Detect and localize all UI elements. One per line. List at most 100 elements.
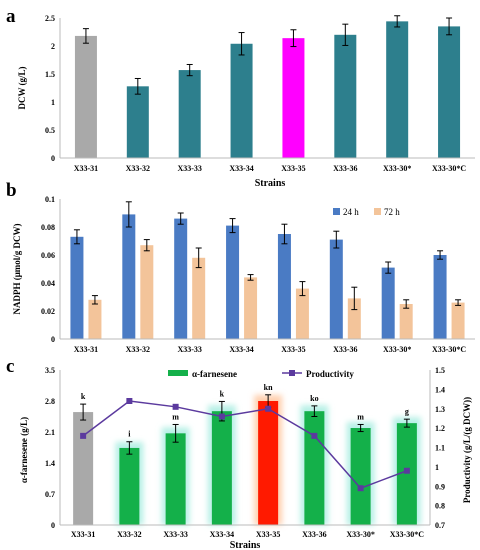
- panel-c-y-tick-0-7: 0.7: [45, 490, 55, 499]
- panel-b-bar-24-h-x33-30-c: [433, 255, 447, 339]
- panel-a-xlabel: Strains: [255, 178, 286, 189]
- panel-c-y-tick-2-1: 2.1: [45, 428, 55, 437]
- panel-c-letter-x33-31: k: [81, 392, 86, 401]
- legend-label-24h: 24 h: [343, 207, 359, 217]
- panel-c-bar-x33-30: [350, 428, 371, 525]
- panel-b-x-tick-x33-30: X33-30*: [383, 345, 411, 354]
- panel-c-x-tick-x33-33: X33-33: [163, 530, 187, 539]
- panel-b-bar-24-h-x33-36: [329, 239, 343, 339]
- panel-c-right-y-ticks: 0.7 0.8 0.9 1 1.1 1.2 1.3 1.4 1.5: [435, 366, 445, 530]
- panel-b-bar-24-h-x33-33: [174, 218, 188, 339]
- panel-a-label: a: [6, 6, 16, 27]
- panel-c-bar-x33-32: [119, 447, 140, 525]
- panel-b-y-tick-0-02: 0.02: [41, 307, 55, 316]
- panel-c-legend: α-farnesene Productivity: [168, 369, 354, 379]
- panel-c-letter-x33-34: k: [220, 389, 225, 398]
- panel-c-y-tick-3-5: 3.5: [45, 366, 55, 375]
- panel-a-bar-x33-30-c: [438, 26, 461, 159]
- panel-c-y-tick-2-8: 2.8: [45, 397, 55, 406]
- panel-c-bar-x33-30-c: [396, 423, 417, 525]
- panel-c-xlabel: Strains: [230, 540, 261, 550]
- panel-c-marker-x33-35: [265, 405, 272, 412]
- panel-b-x-tick-x33-32: X33-32: [126, 345, 150, 354]
- panel-c-marker-x33-33: [172, 403, 179, 410]
- panel-a-y-tick-2-5: 2.5: [45, 14, 55, 23]
- panel-b-bar-72-h-x33-30-c: [451, 302, 465, 339]
- panel-c-yr-tick-0-9: 0.9: [435, 482, 445, 491]
- panel-b-bar-24-h-x33-30: [381, 267, 395, 339]
- panel-c-label: c: [6, 356, 14, 377]
- panel-c-bar-x33-36: [304, 411, 325, 525]
- panel-b-y-tick-0-1: 0.1: [45, 195, 55, 204]
- panel-a-bar-x33-35: [282, 38, 305, 158]
- panel-a-x-tick-x33-32: X33-32: [126, 164, 150, 173]
- panel-a-y-tick-0-5: 0.5: [45, 126, 55, 135]
- panel-b-x-ticks: X33-31 X33-32 X33-33 X33-34 X33-35 X33-36 X33-…: [74, 345, 467, 354]
- panel-c-marker-x33-34: [218, 413, 225, 420]
- panel-c-y-tick-1-4: 1.4: [45, 459, 55, 468]
- panel-b-bar-72-h-x33-34: [244, 277, 258, 339]
- panel-a-x-tick-x33-34: X33-34: [229, 164, 253, 173]
- panel-c-marker-x33-32: [126, 398, 133, 404]
- panel-c-bar-x33-35: [258, 401, 279, 525]
- panel-b-bar-72-h-x33-36: [347, 298, 361, 339]
- panel-c-marker-x33-30: [357, 485, 364, 492]
- panel-c-error-bars: [80, 394, 410, 455]
- panel-c-bar-x33-34: [211, 411, 232, 525]
- panel-a-bar-x33-36: [334, 34, 357, 158]
- panel-c-yr-tick-1-2: 1.2: [435, 424, 445, 433]
- panel-c-significance-letters: k i m k kn ko m g: [81, 383, 409, 439]
- panel-a-x-tick-x33-35: X33-35: [281, 164, 305, 173]
- panel-a-x-tick-x33-30-c: X33-30*C: [432, 164, 466, 173]
- panel-b: b 00.020.040.060.080.1 X33-31 X33-32 X33-3…: [6, 180, 475, 354]
- panel-c-productivity-line: [80, 398, 410, 492]
- panel-a-x-tick-x33-36: X33-36: [333, 164, 357, 173]
- panel-b-y-tick-0-06: 0.06: [41, 251, 55, 260]
- panel-c-bar-x33-31: [73, 412, 94, 525]
- panel-b-x-tick-x33-31: X33-31: [74, 345, 98, 354]
- panel-b-y-ticks: 0 0.02 0.04 0.06 0.08 0.1: [41, 195, 55, 344]
- panel-c-yr-tick-1-4: 1.4: [435, 385, 445, 394]
- legend-marker-productivity: [289, 370, 295, 376]
- panel-c-yr-tick-0-8: 0.8: [435, 502, 445, 511]
- panel-b-bar-24-h-x33-32: [122, 214, 136, 339]
- panel-a-x-tick-x33-33: X33-33: [177, 164, 201, 173]
- panel-c-x-tick-x33-36: X33-36: [302, 530, 326, 539]
- panel-c-x-tick-x33-30: X33-30*: [346, 530, 374, 539]
- panel-a-bars: [74, 21, 461, 159]
- panel-c-letter-x33-35: kn: [264, 383, 273, 392]
- legend-swatch-72h: [374, 208, 381, 215]
- panel-b-bar-72-h-x33-32: [140, 245, 154, 339]
- panel-b-bar-72-h-x33-31: [88, 299, 102, 339]
- panel-c-bar-x33-33: [165, 433, 186, 525]
- panel-a-bar-x33-34: [230, 43, 253, 159]
- panel-b-bar-72-h-x33-33: [192, 257, 206, 339]
- panel-b-bar-24-h-x33-31: [70, 236, 84, 339]
- panel-b-label: b: [6, 180, 17, 201]
- panel-c-marker-x33-31: [80, 432, 87, 439]
- panel-b-y-tick-0-04: 0.04: [41, 279, 55, 288]
- panel-c-x-tick-x33-34: X33-34: [210, 530, 234, 539]
- panel-b-x-tick-x33-30-c: X33-30*C: [432, 345, 466, 354]
- panel-c-yr-tick-0-7: 0.7: [435, 521, 445, 530]
- panel-a-bar-x33-31: [74, 35, 97, 158]
- panel-c-yr-tick-1-1: 1.1: [435, 444, 445, 453]
- panel-b-x-tick-x33-34: X33-34: [229, 345, 253, 354]
- panel-a-bar-x33-30: [386, 21, 409, 158]
- panel-a-y-tick-0: 0: [51, 154, 55, 163]
- panel-c-letter-x33-36: ko: [310, 394, 318, 403]
- panel-a-y-tick-1: 1: [51, 98, 55, 107]
- panel-a: a 00.511.522.5 X33-31 X33-32 X33-33 X33-34 X…: [6, 6, 475, 189]
- panel-c-x-tick-x33-32: X33-32: [117, 530, 141, 539]
- panel-c-yr-tick-1-5: 1.5: [435, 366, 445, 375]
- panel-b-x-tick-x33-35: X33-35: [281, 345, 305, 354]
- panel-c-marker-x33-36: [311, 432, 318, 439]
- panel-b-bars: [70, 214, 465, 339]
- panel-c-x-ticks: X33-31 X33-32 X33-33 X33-34 X33-35 X33-36 X33-…: [71, 530, 424, 539]
- panel-c-y-ticks: 0 0.7 1.4 2.1 2.8 3.5: [45, 366, 55, 530]
- panel-c-x-tick-x33-31: X33-31: [71, 530, 95, 539]
- panel-b-y-tick-0: 0: [51, 335, 55, 344]
- panel-b-error-bars: [73, 201, 462, 311]
- panel-a-x-tick-x33-30: X33-30*: [383, 164, 411, 173]
